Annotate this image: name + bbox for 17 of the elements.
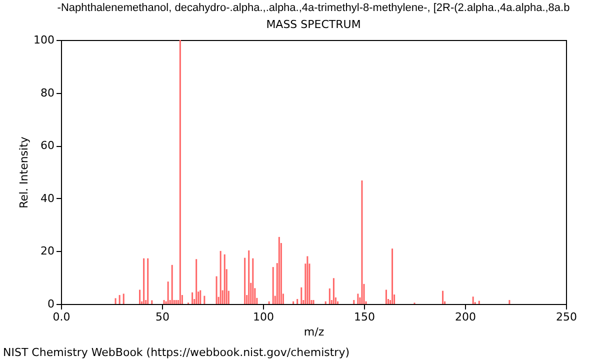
chart-subtitle: MASS SPECTRUM <box>266 18 361 31</box>
x-tick-label: 100 <box>253 310 274 324</box>
y-tick-label: 60 <box>40 139 54 152</box>
y-tick-label: 0 <box>48 298 54 310</box>
y-axis-title: Rel. Intensity <box>18 136 31 208</box>
text: NIST Chemistry WebBook (https://webbook.nist.gov/chemistry) <box>3 346 350 359</box>
x-tick-label: 200 <box>455 310 476 324</box>
y-tick-label: 100 <box>34 34 54 46</box>
chart-title: -Naphthalenemethanol, decahydro-.alpha.,.alpha.,4a-trimethyl-8-methylene-, [2R-(2.alpha.,4a.alpha.,8a.b <box>57 2 570 14</box>
y-tick-label: 40 <box>40 192 54 205</box>
x-tick-label: 50 <box>156 310 170 324</box>
x-tick-label: 250 <box>556 310 577 324</box>
x-tick-label: 0.0 <box>52 310 70 324</box>
x-tick-label: 150 <box>354 310 375 324</box>
x-axis-title: m/z <box>304 326 324 338</box>
y-tick-label: 80 <box>40 86 54 100</box>
y-tick-label: 20 <box>40 244 54 258</box>
